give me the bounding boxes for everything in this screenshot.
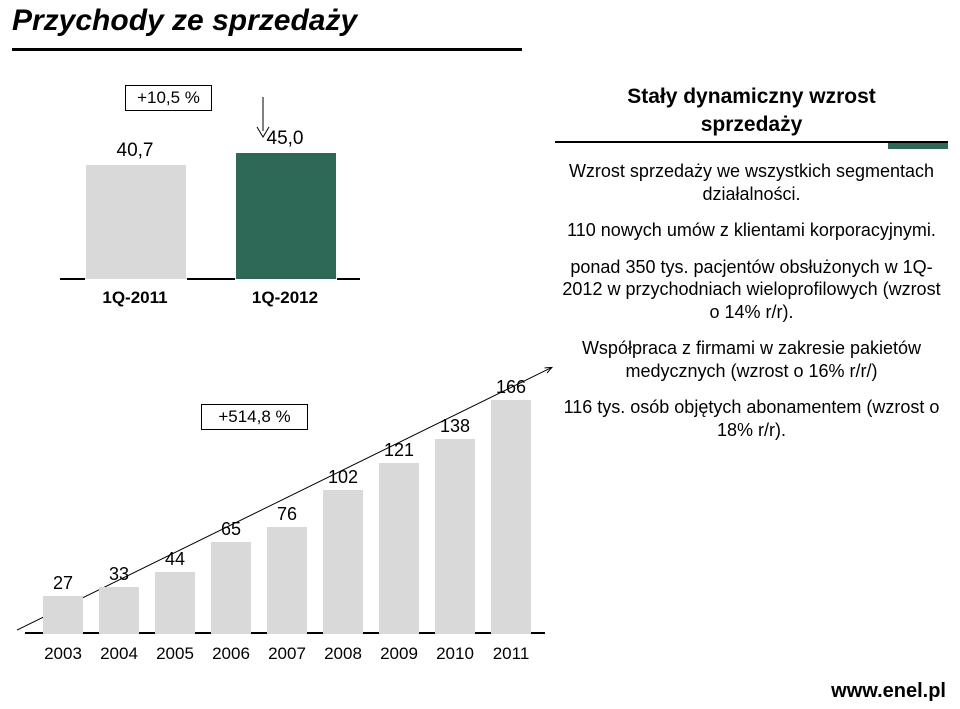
- small-chart-bar: [235, 152, 337, 280]
- big-chart-xlabel: 2007: [267, 644, 307, 664]
- big-chart-xlabel: 2008: [323, 644, 363, 664]
- big-chart-value: 33: [99, 564, 139, 585]
- big-chart-xlabel: 2011: [491, 644, 531, 664]
- footer-url: www.enel.pl: [831, 680, 946, 703]
- big-chart-value: 102: [323, 467, 363, 488]
- big-chart-xlabel: 2006: [211, 644, 251, 664]
- big-chart-bar: [99, 587, 139, 634]
- big-chart-xlabel: 2005: [155, 644, 195, 664]
- big-chart-plot: 27 33 44 65 76 102 121 138 166: [35, 360, 535, 634]
- small-chart-value: 45,0: [235, 128, 335, 150]
- small-chart-bar: [85, 164, 187, 280]
- small-chart-value: 40,7: [85, 140, 185, 162]
- big-chart-bar: [43, 596, 83, 634]
- big-chart-bar: [379, 463, 419, 634]
- big-chart-value: 138: [435, 416, 475, 437]
- big-chart-xlabel: 2003: [43, 644, 83, 664]
- heading-line1: Stały dynamiczny wzrost: [555, 85, 948, 109]
- big-chart-value: 76: [267, 504, 307, 525]
- paragraph-2: 110 nowych umów z klientami korporacyjny…: [555, 219, 948, 242]
- heading-line2: sprzedaży: [555, 113, 948, 137]
- big-chart-bar: [323, 490, 363, 634]
- big-chart-value: 44: [155, 549, 195, 570]
- big-bar-chart: +514,8 % 2733446576102121138166 20032004…: [35, 350, 535, 670]
- big-chart-bar: [435, 439, 475, 634]
- big-chart-value: 121: [379, 440, 419, 461]
- big-chart-value: 166: [491, 377, 531, 398]
- big-chart-xlabel: 2009: [379, 644, 419, 664]
- big-chart-value: 65: [211, 519, 251, 540]
- big-chart-bar: [155, 572, 195, 634]
- title-underline: [12, 48, 522, 51]
- paragraph-3: ponad 350 tys. pacjentów obsłużonych w 1…: [555, 256, 948, 324]
- paragraph-1: Wzrost sprzedaży we wszystkich segmentac…: [555, 160, 948, 205]
- big-chart-bar: [491, 400, 531, 634]
- page-title: Przychody ze sprzedaży: [12, 4, 357, 38]
- small-chart-xlabel: 1Q-2011: [85, 288, 185, 308]
- right-column: Stały dynamiczny wzrost sprzedaży Wzrost…: [555, 85, 948, 455]
- paragraph-5: 116 tys. osób objętych abonamentem (wzro…: [555, 396, 948, 441]
- big-chart-xlabel: 2010: [435, 644, 475, 664]
- heading-accent: [888, 143, 948, 149]
- small-bar-chart: 40,71Q-201145,01Q-2012: [60, 90, 360, 280]
- paragraph-4: Współpraca z firmami w zakresie pakietów…: [555, 337, 948, 382]
- heading-underline: [555, 141, 948, 146]
- small-chart-xlabel: 1Q-2012: [235, 288, 335, 308]
- big-chart-xlabel: 2004: [99, 644, 139, 664]
- big-chart-value: 27: [43, 573, 83, 594]
- big-chart-bar: [267, 527, 307, 634]
- big-chart-bar: [211, 542, 251, 634]
